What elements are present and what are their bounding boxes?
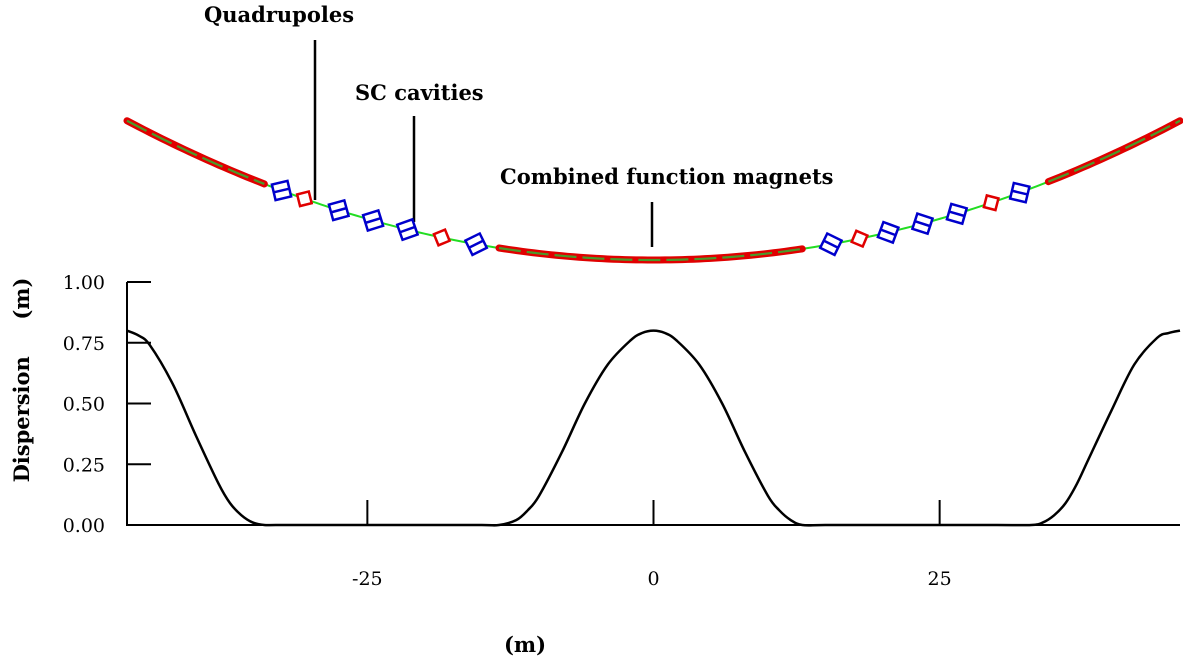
y-axis-title: Dispersion (m) — [9, 278, 34, 483]
x-tick-label: 0 — [647, 568, 659, 590]
y-tick-label: 0.75 — [63, 333, 105, 355]
x-ticks: -25 0 25 — [352, 500, 952, 590]
sc-cavity — [1008, 181, 1031, 204]
dispersion-curve — [126, 329, 1181, 527]
x-axis-title: (m) — [504, 632, 546, 657]
sc-cavity — [910, 212, 935, 236]
y-tick-label: 1.00 — [63, 272, 105, 294]
sc-cavity — [463, 231, 489, 257]
quadrupole-magnet — [850, 229, 870, 249]
quadrupole-magnet — [295, 190, 314, 208]
y-ticks: 0.00 0.25 0.50 0.75 1.00 — [63, 272, 151, 537]
x-tick-label: 25 — [928, 568, 952, 590]
quadrupole-magnet — [982, 193, 1000, 212]
quadrupoles-label: Quadrupoles — [204, 2, 354, 27]
combined-function-magnets — [123, 117, 1183, 264]
sc-cavities-label: SC cavities — [355, 80, 484, 105]
sc-cavity — [327, 198, 351, 222]
magnets-label: Combined function magnets — [500, 164, 834, 189]
sc-cavity — [270, 179, 293, 202]
magnet-core — [498, 246, 803, 262]
magnet-core — [126, 119, 265, 185]
y-tick-label: 0.25 — [63, 454, 105, 476]
plot-area: 0.00 0.25 0.50 0.75 1.00 -25 0 25 — [63, 272, 1181, 590]
magnet-core — [1047, 119, 1181, 183]
y-tick-label: 0.00 — [63, 515, 105, 537]
sc-cavity — [818, 231, 844, 257]
sc-cavity — [945, 202, 969, 226]
magnet-segment — [123, 117, 268, 188]
sc-cavities-group — [270, 179, 1031, 257]
sc-cavity — [361, 208, 385, 233]
lattice-layout — [123, 117, 1183, 264]
y-tick-label: 0.50 — [63, 394, 105, 416]
quadrupole-magnet — [432, 228, 452, 247]
quadrupoles-group — [295, 190, 1000, 249]
sc-cavity — [395, 217, 420, 242]
sc-cavity — [876, 220, 901, 245]
x-tick-label: -25 — [352, 568, 383, 590]
